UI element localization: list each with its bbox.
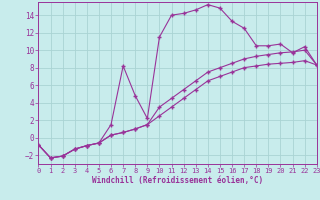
- X-axis label: Windchill (Refroidissement éolien,°C): Windchill (Refroidissement éolien,°C): [92, 176, 263, 185]
